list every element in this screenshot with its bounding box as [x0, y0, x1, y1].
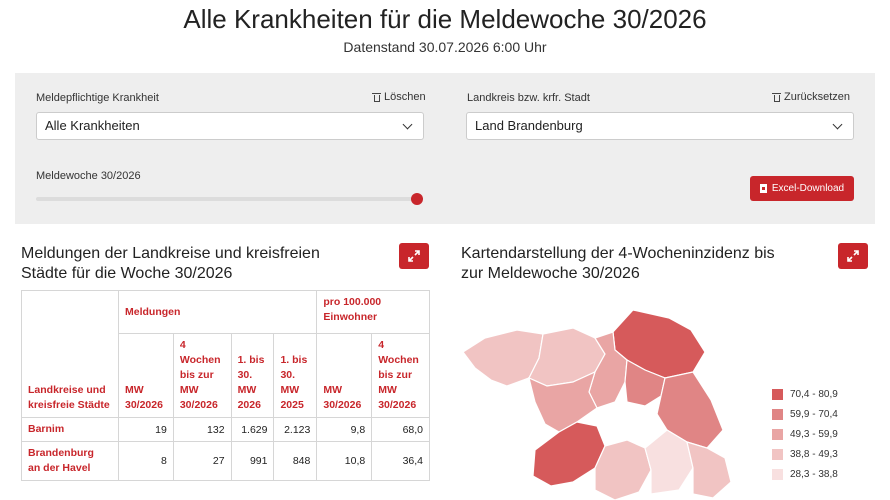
map-legend: 70,4 - 80,9 59,9 - 70,4 49,3 - 59,9 38,8 - …: [772, 384, 838, 484]
expand-icon: [847, 250, 859, 262]
disease-select[interactable]: Alle Krankheiten: [36, 112, 424, 140]
map-region-havelland[interactable]: [528, 370, 598, 433]
table-cell: 9,8: [316, 417, 373, 442]
district-select[interactable]: Land Brandenburg: [466, 112, 854, 140]
table-cell: 991: [230, 441, 275, 481]
chevron-down-icon: [402, 119, 413, 130]
reports-table: Landkreise und kreisfreie Städte Meldunge…: [21, 290, 430, 481]
col-header-0: MW 30/2026: [118, 333, 174, 418]
table-cell: 27: [172, 441, 232, 481]
legend-swatch: [772, 428, 783, 440]
legend-label: 59,9 - 70,4: [790, 408, 838, 420]
col-group-reports: Meldungen: [117, 290, 318, 334]
table-cell: 8: [118, 441, 174, 481]
col-header-4: MW 30/2026: [316, 333, 373, 418]
district-filter-label: Landkreis bzw. krfr. Stadt: [467, 92, 590, 104]
district-name-cell[interactable]: Brandenburg an der Havel: [21, 441, 119, 481]
col-header-1: 4 Wochen bis zur MW 30/2026: [172, 333, 232, 418]
disease-filter-label: Meldepflichtige Krankheit: [36, 92, 159, 104]
legend-swatch: [772, 448, 783, 460]
legend-label: 38,8 - 49,3: [790, 448, 838, 460]
legend-item: 59,9 - 70,4: [772, 404, 838, 424]
legend-label: 28,3 - 38,8: [790, 468, 838, 480]
legend-item: 49,3 - 59,9: [772, 424, 838, 444]
district-reset-button[interactable]: Zurücksetzen: [772, 91, 850, 103]
week-slider-handle[interactable]: [411, 193, 423, 205]
legend-item: 28,3 - 38,8: [772, 464, 838, 484]
excel-download-label: Excel-Download: [771, 183, 845, 194]
legend-item: 70,4 - 80,9: [772, 384, 838, 404]
table-cell: 132: [172, 417, 232, 442]
page-title: Alle Krankheiten für die Meldewoche 30/2…: [183, 4, 707, 34]
table-title-line-1: Meldungen der Landkreise und kreisfreien: [21, 245, 320, 262]
map-region-oder-spree[interactable]: [686, 441, 732, 499]
district-reset-label: Zurücksetzen: [784, 91, 851, 103]
table-row: Brandenburg an der Havel 8 27 991 848 10,8 36,4: [21, 441, 430, 481]
col-header-2: 1. bis 30. MW 2026: [230, 333, 275, 418]
legend-label: 70,4 - 80,9: [790, 388, 838, 400]
map-region-potsdam-mittelmark[interactable]: [532, 421, 606, 487]
map-region-dahme-spreewald[interactable]: [644, 429, 694, 495]
file-excel-icon: [759, 184, 767, 193]
legend-swatch: [772, 468, 783, 480]
week-slider-label: Meldewoche 30/2026: [36, 170, 141, 182]
chevron-down-icon: [832, 119, 843, 130]
trash-icon: [372, 92, 381, 103]
map-expand-button[interactable]: [838, 243, 868, 269]
data-timestamp: Datenstand 30.07.2026 6:00 Uhr: [343, 39, 547, 55]
legend-swatch: [772, 388, 783, 400]
table-cell: 848: [273, 441, 318, 481]
table-row: Barnim 19 132 1.629 2.123 9,8 68,0: [21, 417, 430, 442]
disease-clear-button[interactable]: Löschen: [372, 91, 426, 103]
table-cell: 19: [118, 417, 174, 442]
disease-clear-label: Löschen: [384, 91, 426, 103]
table-cell: 10,8: [316, 441, 373, 481]
table-cell: 68,0: [371, 417, 430, 442]
map-title-line-1: Kartendarstellung der 4-Wocheninzidenz b…: [461, 245, 775, 262]
col-header-5: 4 Wochen bis zur MW 30/2026: [371, 333, 430, 418]
table-cell: 2.123: [273, 417, 318, 442]
map-title-line-2: zur Meldewoche 30/2026: [461, 265, 640, 282]
col-group-per100k: pro 100.000 Einwohner: [316, 290, 430, 334]
map-region-barnim[interactable]: [624, 359, 666, 407]
map-region-oberhavel[interactable]: [588, 331, 628, 409]
legend-label: 49,3 - 59,9: [790, 428, 838, 440]
col-header-3: 1. bis 30. MW 2025: [273, 333, 318, 418]
table-section-title: Meldungen der Landkreise und kreisfreien…: [21, 244, 320, 284]
map-region-berlin-gap: [600, 413, 634, 443]
week-slider-track[interactable]: [36, 197, 418, 201]
district-select-value: Land Brandenburg: [475, 118, 583, 133]
choropleth-map: [462, 309, 732, 500]
map-section-title: Kartendarstellung der 4-Wocheninzidenz b…: [461, 244, 775, 284]
expand-icon: [408, 250, 420, 262]
excel-download-button[interactable]: Excel-Download: [750, 176, 854, 201]
disease-select-value: Alle Krankheiten: [45, 118, 140, 133]
table-cell: 1.629: [230, 417, 275, 442]
table-cell: 36,4: [371, 441, 430, 481]
col-header-district: Landkreise und kreisfreie Städte: [21, 290, 119, 418]
legend-item: 38,8 - 49,3: [772, 444, 838, 464]
trash-icon: [772, 92, 781, 103]
map-region-teltow-flaeming[interactable]: [594, 439, 652, 500]
table-title-line-2: Städte für die Woche 30/2026: [21, 265, 233, 282]
legend-swatch: [772, 408, 783, 420]
table-expand-button[interactable]: [399, 243, 429, 269]
district-name-cell[interactable]: Barnim: [21, 417, 119, 442]
